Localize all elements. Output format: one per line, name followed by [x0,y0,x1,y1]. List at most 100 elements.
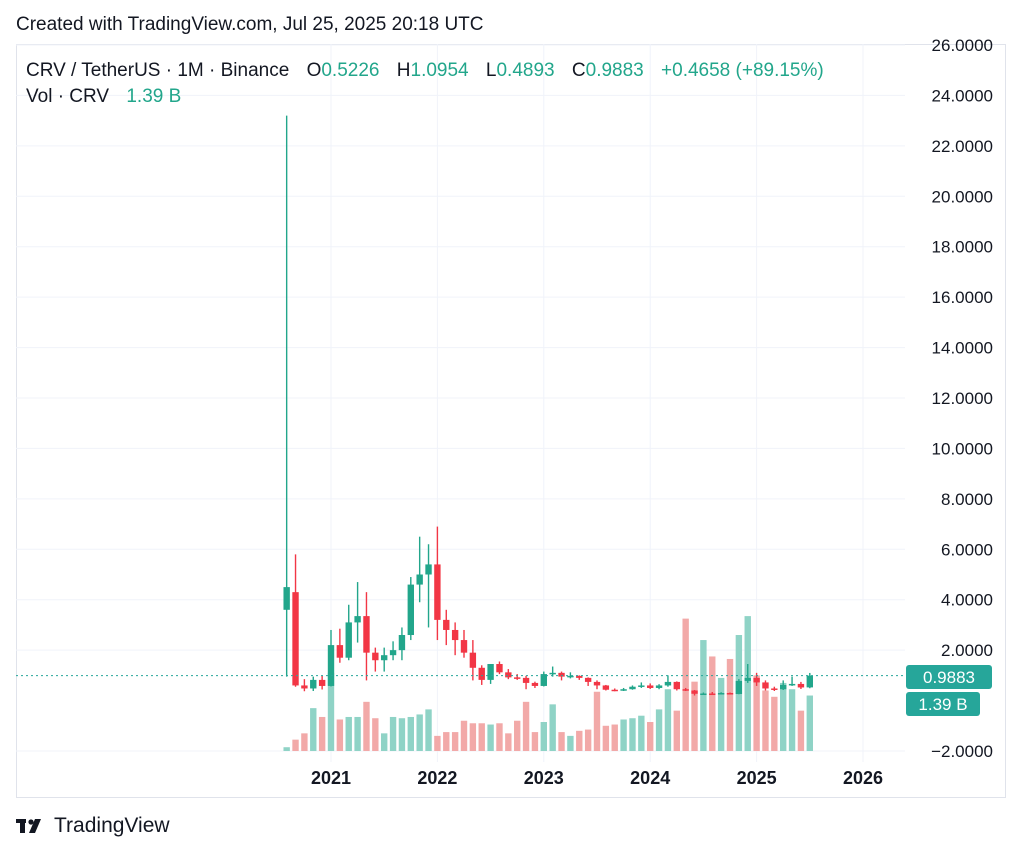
candle-body [620,689,627,691]
volume-bar [398,718,406,751]
volume-bar [301,733,308,751]
volume-label: Vol · CRV [26,86,110,107]
volume-bar [700,640,707,751]
volume-bar [664,689,672,751]
candle-body [283,587,290,610]
volume-bar [496,723,503,751]
x-tick-label: 2021 [311,768,351,788]
volume-bar [655,709,663,751]
volume-bar [514,720,521,751]
high-label: H [396,60,411,81]
candle-body [602,685,610,690]
candle-body [522,677,530,683]
x-tick-label: 2024 [630,768,670,788]
candle-body [584,677,592,682]
y-tick-label: 22.0000 [932,137,993,156]
candle-body [443,619,450,630]
volume-bar [744,616,751,751]
volume-bar [762,690,769,751]
footer-brand[interactable]: TradingView [16,814,170,838]
candle-body [611,689,618,692]
close-label: C [571,60,586,81]
candle-body [744,677,751,681]
volume-bar [381,733,388,751]
candle-body [487,664,494,680]
volume-bar [531,732,539,751]
volume-bar [567,735,574,751]
volume-bar [753,675,760,751]
candle-body [780,684,787,690]
candle-body [682,689,689,691]
volume-bar [638,715,645,751]
high-value: 1.0954 [410,60,469,81]
price-axis: 26.0000 24.0000 22.0000 20.0000 18.0000 16.00… [931,36,993,761]
volume-bar [407,716,414,751]
candle-body [505,672,512,678]
candle-body [806,675,813,688]
volume-bar [469,723,477,751]
volume-bar [318,716,326,751]
candle-body [673,681,680,690]
candle-body [363,616,370,653]
candle-body [310,679,317,689]
candle-body [531,682,539,686]
y-tick-label: 10.0000 [932,439,993,458]
volume-bar [363,701,370,751]
y-tick-label: 12.0000 [932,389,993,408]
y-tick-label: 24.0000 [932,86,993,105]
candle-body [478,667,485,680]
volume-bar [558,732,565,751]
low-value: 0.4893 [496,60,555,81]
volume-bar [416,714,423,751]
candle-body [735,680,743,695]
open-value: 0.5226 [321,60,380,81]
volume-bar [682,618,689,751]
y-tick-label: −2.0000 [931,742,993,761]
candle-body [381,655,388,661]
low-label: L [485,60,497,81]
footer-brand-name: TradingView [54,814,170,837]
volume-bar [576,730,583,751]
volume-bar [389,716,397,751]
volume-bar [620,719,627,751]
y-tick-label: 8.0000 [941,490,993,509]
candle-body [717,693,725,695]
candle-body [496,664,503,673]
volume-bar [797,710,805,751]
candle-body [469,652,477,668]
volume-bar [292,739,299,751]
candle-body [691,690,698,694]
volume-bar [540,722,547,751]
candle-body [709,693,716,696]
candle-body [301,685,308,689]
candle-body [762,682,769,689]
volume-badge: 1.39 B [906,692,980,716]
candle-body [788,683,796,686]
last-price-badge: 0.9883 [906,665,992,689]
volume-value: 1.39 B [126,86,182,107]
candle-body [398,635,406,651]
candle-body [576,675,583,678]
candle-body [345,622,352,658]
x-tick-label: 2022 [417,768,457,788]
open-label: O [306,60,322,81]
volume-bar [345,716,352,751]
volume-legend: Vol · CRV 1.39 B [26,86,181,108]
time-axis: 2021 2022 2023 2024 2025 2026 [311,768,883,788]
candle-body [655,685,663,688]
candle-body [638,685,645,687]
volume-badge-text: 1.39 B [918,695,967,714]
volume-bar [806,695,813,751]
volume-bar [691,681,698,751]
close-value: 0.9883 [585,60,644,81]
y-tick-label: 16.0000 [932,288,993,307]
candle-body [664,681,672,686]
candle-body [540,674,547,686]
candle-body [460,640,468,653]
volume-bar [584,729,592,751]
candle-body [416,574,423,585]
chart-grid [16,44,905,762]
symbol-label: CRV / TetherUS · 1M · Binance [26,60,290,81]
candle-body [451,629,459,641]
